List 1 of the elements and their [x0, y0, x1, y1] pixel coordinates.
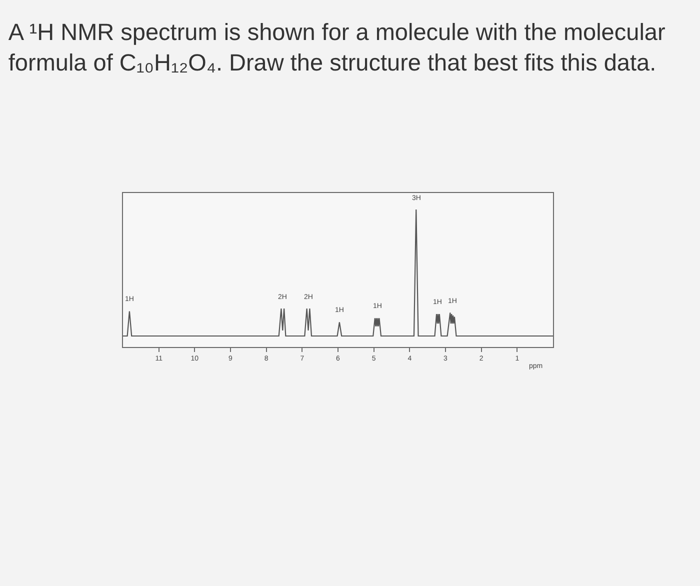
chart-title: A ¹H NMR spectrum is shown for a molecule with the molecular formula of C₁₀H₁₂O₄. Draw the structure that best fits this data. — [8, 19, 666, 76]
